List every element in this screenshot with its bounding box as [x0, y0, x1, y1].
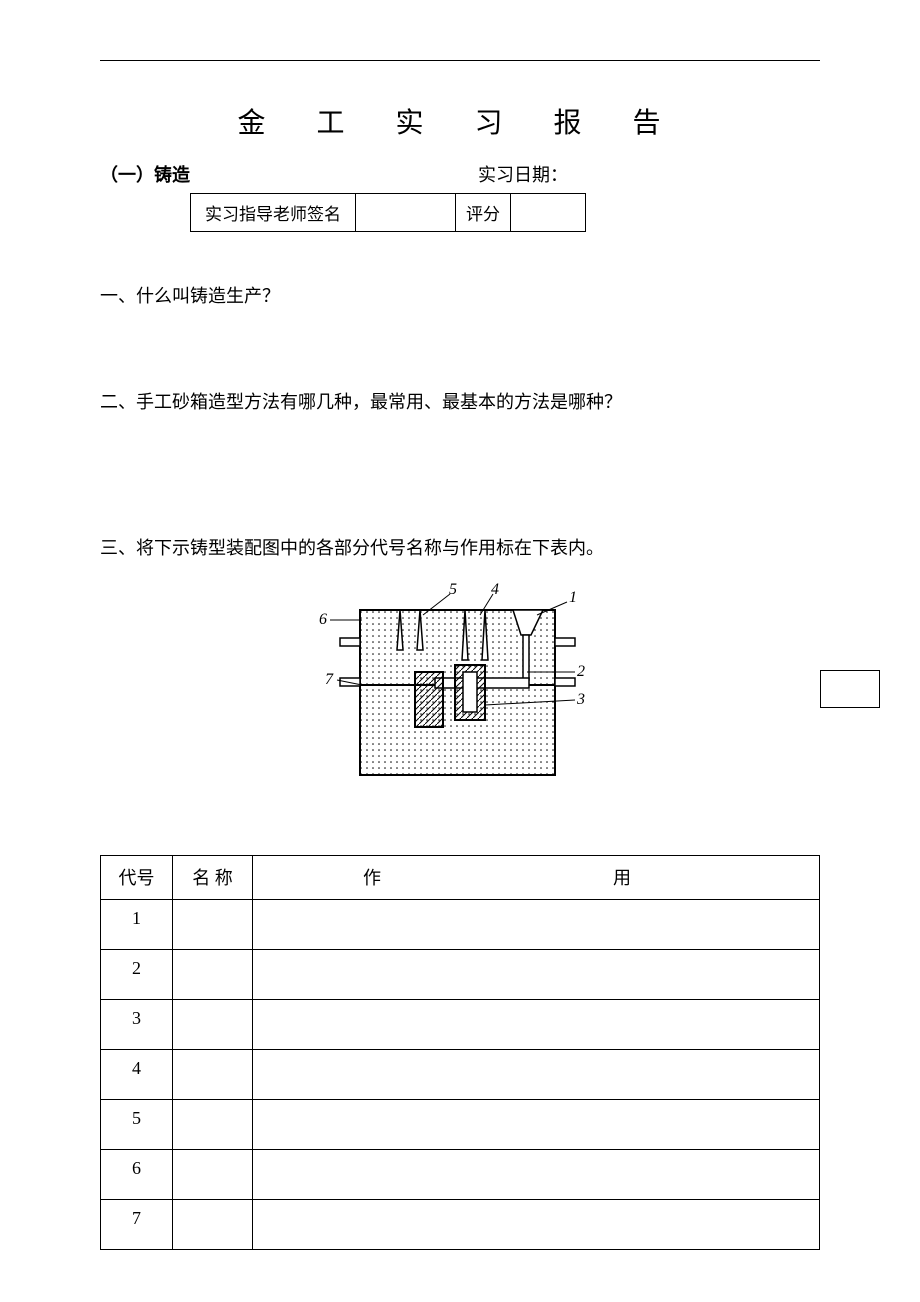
diagram-label-2: 2 — [577, 663, 585, 680]
table-row: 5 — [101, 1100, 820, 1150]
table-row: 4 — [101, 1050, 820, 1100]
row-name — [173, 900, 253, 950]
header-use-char2: 用 — [613, 864, 631, 890]
row-name — [173, 1100, 253, 1150]
row-name — [173, 1150, 253, 1200]
table-row: 7 — [101, 1200, 820, 1250]
diagram-label-5: 5 — [449, 581, 457, 598]
signature-table: 实习指导老师签名 评分 — [190, 193, 586, 232]
row-use — [253, 1150, 820, 1200]
row-name — [173, 950, 253, 1000]
row-name — [173, 1000, 253, 1050]
row-use — [253, 1100, 820, 1150]
diagram-label-6: 6 — [319, 611, 327, 628]
table-row: 2 — [101, 950, 820, 1000]
diagram-label-4: 4 — [491, 581, 499, 598]
score-value — [511, 194, 586, 232]
question-3: 三、将下示铸型装配图中的各部分代号名称与作用标在下表内。 — [100, 534, 820, 560]
row-use — [253, 950, 820, 1000]
row-use — [253, 900, 820, 950]
row-code: 4 — [101, 1050, 173, 1100]
row-code: 7 — [101, 1200, 173, 1250]
diagram-label-7: 7 — [325, 671, 334, 688]
practice-date-label: 实习日期： — [478, 161, 568, 187]
section-heading: （一）铸造 — [100, 161, 190, 187]
table-row: 3 — [101, 1000, 820, 1050]
header-code: 代号 — [101, 856, 173, 900]
answer-table: 代号 名 称 作 用 1 2 3 4 5 — [100, 855, 820, 1250]
row-code: 1 — [101, 900, 173, 950]
row-code: 2 — [101, 950, 173, 1000]
header-use: 作 用 — [253, 856, 820, 900]
header-name: 名 称 — [173, 856, 253, 900]
subtitle-row: （一）铸造 实习日期： — [100, 161, 820, 187]
row-name — [173, 1050, 253, 1100]
row-code: 3 — [101, 1000, 173, 1050]
header-use-char1: 作 — [363, 864, 381, 890]
top-rule — [100, 60, 820, 61]
table-row: 6 — [101, 1150, 820, 1200]
diagram-label-1: 1 — [569, 589, 577, 606]
table-row: 1 — [101, 900, 820, 950]
teacher-sign-value — [356, 194, 456, 232]
casting-diagram-container: 1 2 3 4 5 6 7 — [100, 580, 820, 795]
row-use — [253, 1200, 820, 1250]
answer-table-body: 1 2 3 4 5 6 7 — [101, 900, 820, 1250]
question-1: 一、什么叫铸造生产？ — [100, 282, 820, 308]
casting-diagram: 1 2 3 4 5 6 7 — [305, 580, 615, 790]
row-code: 6 — [101, 1150, 173, 1200]
row-code: 5 — [101, 1100, 173, 1150]
score-label: 评分 — [456, 194, 511, 232]
side-empty-box — [820, 670, 880, 708]
diagram-label-3: 3 — [576, 691, 585, 708]
teacher-sign-label: 实习指导老师签名 — [191, 194, 356, 232]
row-use — [253, 1050, 820, 1100]
row-use — [253, 1000, 820, 1050]
row-name — [173, 1200, 253, 1250]
page-title: 金 工 实 习 报 告 — [100, 101, 820, 141]
question-2: 二、手工砂箱造型方法有哪几种，最常用、最基本的方法是哪种？ — [100, 388, 820, 414]
